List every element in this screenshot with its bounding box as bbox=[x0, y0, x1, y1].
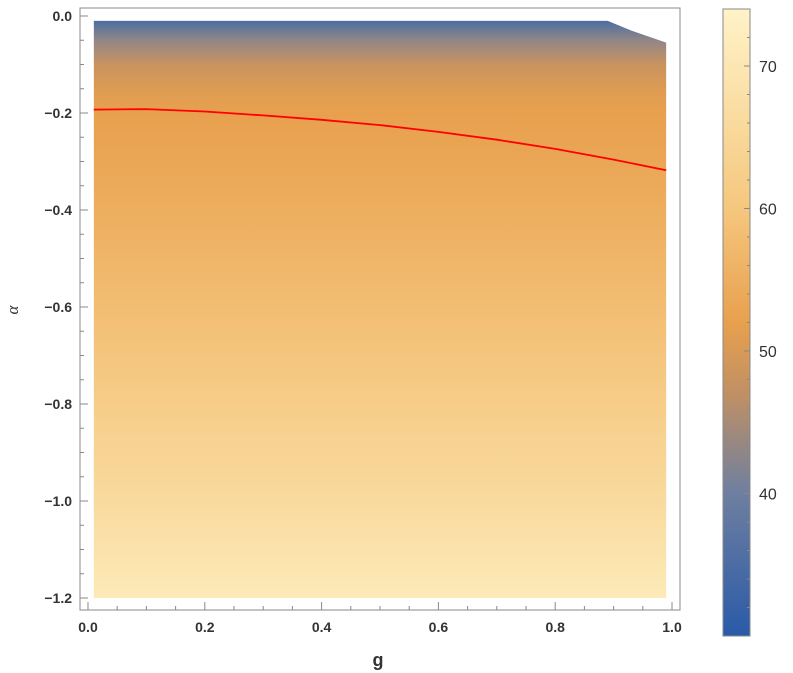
y-axis-title: α bbox=[3, 304, 22, 314]
colorbar-ticks: 40 50 60 70 bbox=[744, 8, 777, 608]
y-tick-label: −0.6 bbox=[44, 299, 72, 315]
x-tick-label: 1.0 bbox=[662, 619, 682, 635]
colorbar: 40 50 60 70 bbox=[722, 8, 777, 637]
x-tick-label: 0.6 bbox=[429, 619, 449, 635]
blank-region bbox=[607, 18, 669, 43]
y-tick-label: 0.0 bbox=[53, 8, 73, 24]
x-tick-label: 0.8 bbox=[545, 619, 565, 635]
colorbar-tick-label: 50 bbox=[759, 344, 777, 361]
y-tick-label: −0.2 bbox=[44, 105, 72, 121]
colorbar-tick-label: 60 bbox=[759, 202, 777, 219]
x-tick-label: 0.0 bbox=[78, 619, 98, 635]
density-field bbox=[93, 20, 667, 599]
red-contour-line bbox=[93, 108, 667, 172]
x-tick-label: 0.2 bbox=[195, 619, 215, 635]
colorbar-tick-label: 70 bbox=[759, 59, 777, 76]
plot-frame: 0.0 0.2 0.4 0.6 0.8 1.0 0.0 −0.2 −0.4 −0.6 −0.8 −1… bbox=[44, 7, 682, 635]
colorbar-tick-label: 40 bbox=[759, 487, 777, 504]
colorbar-gradient-bar bbox=[722, 8, 751, 637]
x-axis-title: g bbox=[373, 650, 384, 670]
x-axis: 0.0 0.2 0.4 0.6 0.8 1.0 bbox=[78, 602, 682, 635]
y-tick-label: −0.8 bbox=[44, 396, 72, 412]
y-tick-label: −0.4 bbox=[44, 202, 72, 218]
y-axis: 0.0 −0.2 −0.4 −0.6 −0.8 −1.0 −1.2 bbox=[44, 8, 88, 606]
y-tick-label: −1.0 bbox=[44, 493, 72, 509]
y-tick-label: −1.2 bbox=[44, 590, 72, 606]
x-tick-label: 0.4 bbox=[312, 619, 332, 635]
